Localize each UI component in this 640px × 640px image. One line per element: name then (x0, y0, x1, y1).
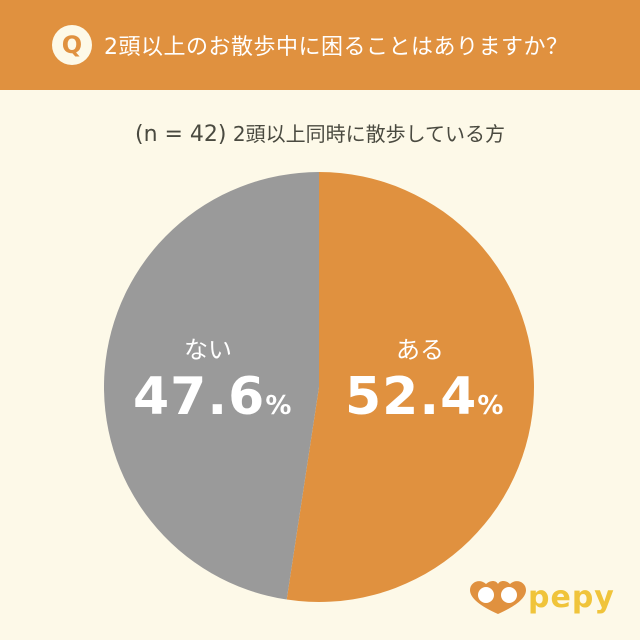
sample-size: (n = 42) (134, 122, 227, 147)
logo-text: pepy (528, 580, 615, 615)
pie-slice (286, 172, 535, 602)
slice-value: 47.6% (133, 367, 293, 427)
slice-value: 52.4% (345, 367, 505, 427)
slice-label-yes: ある 52.4% (345, 330, 505, 427)
question-title: 2頭以上のお散歩中に困ることはありますか？ (104, 35, 569, 60)
chart-subtitle: (n = 42) 2頭以上同時に散歩している方 (0, 118, 640, 147)
question-header: Q 2頭以上のお散歩中に困ることはありますか？ (0, 0, 640, 90)
respondent-description: 2頭以上同時に散歩している方 (232, 122, 505, 146)
pepy-logo-icon (470, 581, 526, 614)
pie-slice (104, 172, 319, 600)
slice-category: ある (396, 336, 444, 364)
slice-category: ない (184, 336, 232, 364)
slice-label-no: ない 47.6% (133, 330, 293, 427)
q-badge-icon: Q (52, 25, 92, 65)
